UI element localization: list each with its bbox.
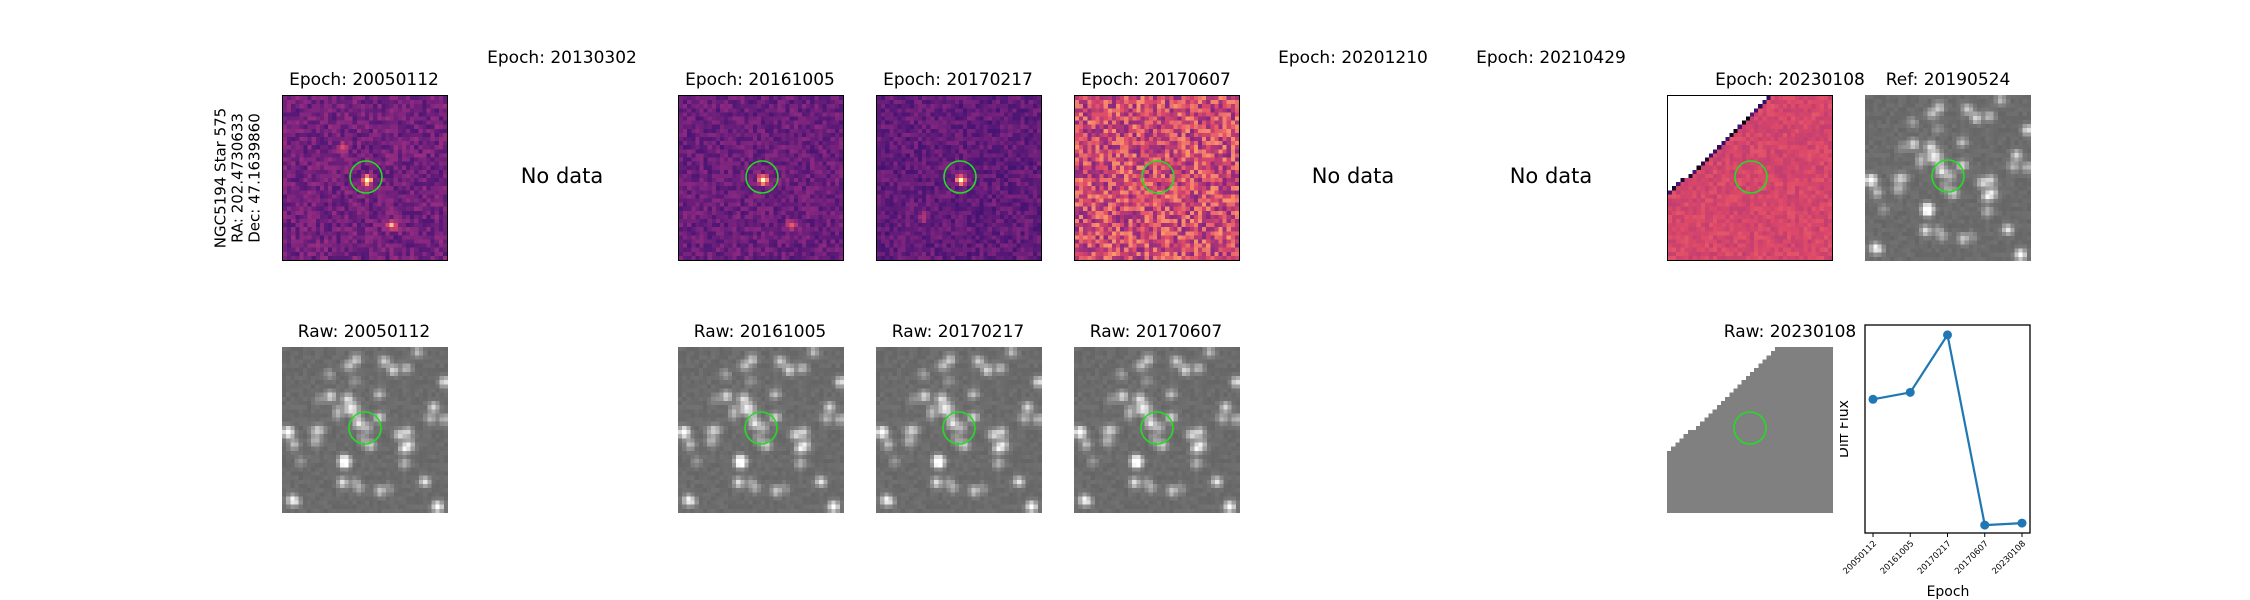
data-point-20170607 [1980,520,1990,530]
image-pixels [1075,96,1239,260]
title-raw-20170217: Raw: 20170217 [891,322,1025,342]
chart-plot-area [1864,324,2031,534]
title-raw-20170607: Raw: 20170607 [1089,322,1223,342]
data-point-20161005 [1905,387,1915,397]
image-pixels [282,347,448,513]
target-circle [1733,411,1767,445]
target-circle-layer [1733,411,1767,445]
title-epoch-20161005: Epoch: 20161005 [685,70,835,90]
data-point-20050112 [1868,394,1878,404]
title-epoch-20170217: Epoch: 20170217 [883,70,1033,90]
target-circle [1734,160,1768,194]
title-ref-20190524: Ref: 20190524 [1885,70,2011,90]
reference-image-20190524 [1865,95,2031,261]
star-label: NGC5194 Star 575 RA: 202.4730633 Dec: 47… [211,107,264,249]
image-pixels [1667,347,1833,513]
raw-image-20050112 [282,347,448,513]
title-raw-20050112: Raw: 20050112 [297,322,431,342]
x-axis-label: Epoch [1927,584,1970,600]
x-tick-label-20050112: 20050112 [1841,539,1879,577]
data-point-20230108 [2017,518,2027,528]
target-circle-layer [1734,160,1768,194]
diff-image-20050112 [282,95,448,261]
target-circle-layer [348,411,382,445]
raw-image-20161005 [678,347,844,513]
target-circle-layer [1140,411,1174,445]
x-tick-label-20161005: 20161005 [1879,539,1917,577]
title-epoch-20201210: Epoch: 20201210 [1278,48,1428,68]
y-axis-label: Diff Flux [1840,400,1852,458]
x-tick-label-20170217: 20170217 [1916,539,1954,577]
target-circle [349,160,383,194]
raw-image-20170217 [876,347,1042,513]
title-raw-20161005: Raw: 20161005 [693,322,827,342]
no-data-20201210: No data [1311,164,1395,188]
target-circle-layer [1141,160,1175,194]
target-circle [943,160,977,194]
x-tick-label-20230108: 20230108 [1990,539,2028,577]
target-circle-layer [943,160,977,194]
image-pixels [1865,95,2031,261]
title-epoch-20130302: Epoch: 20130302 [487,48,637,68]
diff-image-20161005 [678,95,844,261]
title-epoch-20170607: Epoch: 20170607 [1081,70,1231,90]
star-name: NGC5194 Star 575 [211,107,230,249]
target-circle [942,411,976,445]
target-circle-layer [942,411,976,445]
star-dec: Dec: 47.1639860 [245,113,264,243]
diff-image-20170217 [876,95,1042,261]
x-tick-label-20170607: 20170607 [1953,539,1991,577]
raw-image-20230108 [1667,347,1833,513]
diff-flux-chart: 20050112 20161005 20170217 20170607 20230108… [1840,324,2031,600]
data-point-20170217 [1943,330,1952,340]
target-circle [1141,160,1175,194]
target-circle [348,411,382,445]
image-pixels [1668,96,1832,260]
no-data-20130302: No data [520,164,604,188]
image-pixels [678,347,844,513]
target-circle [1140,411,1174,445]
target-circle [745,160,779,194]
target-circle-layer [744,411,778,445]
target-circle [1931,159,1965,193]
no-data-20210429: No data [1509,164,1593,188]
image-pixels [283,96,447,260]
diff-image-20170607 [1074,95,1240,261]
title-epoch-20230108: Epoch: 20230108 [1715,70,1865,90]
image-pixels [679,96,843,260]
target-circle-layer [1931,159,1965,193]
image-pixels [876,347,1042,513]
image-pixels [1074,347,1240,513]
title-epoch-20210429: Epoch: 20210429 [1476,48,1626,68]
title-raw-20230108: Raw: 20230108 [1723,322,1857,342]
target-circle [744,411,778,445]
star-ra: RA: 202.4730633 [228,113,247,243]
raw-image-20170607 [1074,347,1240,513]
diff-image-20230108 [1667,95,1833,261]
title-epoch-20050112: Epoch: 20050112 [289,70,439,90]
target-circle-layer [745,160,779,194]
target-circle-layer [349,160,383,194]
image-pixels [877,96,1041,260]
